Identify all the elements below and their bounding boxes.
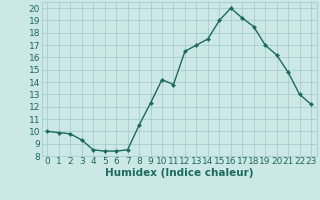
X-axis label: Humidex (Indice chaleur): Humidex (Indice chaleur) bbox=[105, 168, 253, 178]
